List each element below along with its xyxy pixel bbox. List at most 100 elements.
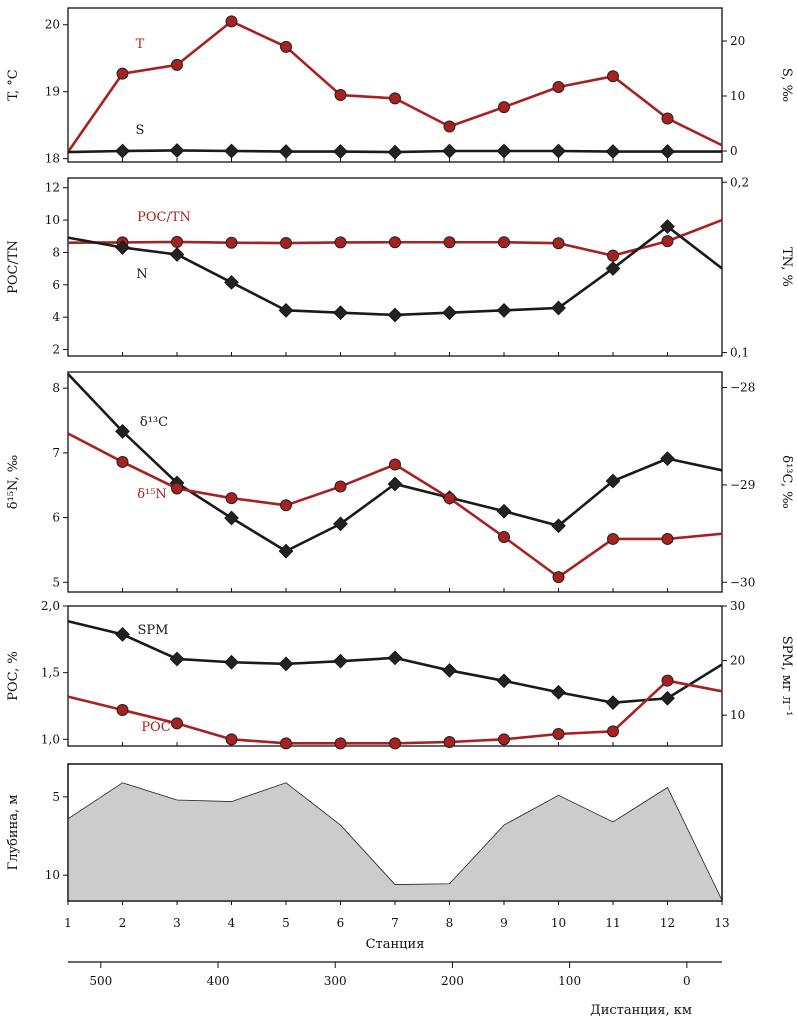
right-axis-label: SPM, мг л⁻¹ — [779, 636, 794, 717]
point-N — [551, 300, 566, 316]
series-label-SPM: SPM — [138, 623, 169, 638]
station-tick-label: 8 — [446, 916, 454, 930]
point-δ¹³C — [278, 543, 294, 559]
point-T — [443, 120, 456, 133]
station-tick-label: 13 — [714, 916, 729, 930]
station-tick-label: 12 — [660, 916, 675, 930]
panel-4: 1,0 1,5 2,0 10 20 30 POC, % SPM, мг л⁻¹ SPM POC — [6, 599, 794, 750]
point-S — [224, 143, 239, 159]
point-T — [389, 92, 401, 105]
point-SPM — [605, 695, 621, 711]
right-tick-label: 0,1 — [730, 346, 749, 360]
series-label-S: S — [136, 123, 145, 138]
right-axis-label: TN, % — [779, 247, 794, 287]
point-POC/TN — [607, 249, 619, 262]
point-N — [333, 305, 348, 321]
point-S — [115, 143, 130, 159]
left-tick-label: 8 — [52, 381, 60, 395]
point-POC/TN — [334, 236, 347, 249]
point-N — [660, 219, 675, 234]
right-tick-label: 10 — [730, 708, 745, 722]
left-tick-label: 1,0 — [41, 732, 60, 746]
station-tick-label: 9 — [500, 916, 508, 930]
point-POC/TN — [171, 235, 183, 248]
point-T — [116, 67, 129, 80]
point-S — [605, 144, 621, 159]
point-POC/TN — [443, 236, 456, 249]
left-tick-label: 10 — [45, 213, 60, 227]
point-SPM — [115, 627, 130, 642]
right-tick-label: −30 — [730, 575, 755, 589]
series-label-δ¹⁵N: δ¹⁵N — [137, 487, 167, 502]
point-N — [169, 247, 185, 262]
point-δ¹⁵N — [661, 532, 674, 545]
point-T — [607, 70, 619, 83]
point-S — [169, 143, 185, 158]
distance-tick-label: 300 — [324, 974, 347, 988]
left-axis-label: POC/TN — [6, 240, 21, 294]
left-axis-label: δ¹⁵N, ‰ — [6, 455, 21, 510]
y-tick-label: 5 — [52, 790, 60, 804]
point-δ¹⁵N — [225, 492, 238, 505]
right-tick-label: 0,2 — [730, 175, 749, 189]
point-SPM — [496, 673, 512, 689]
point-T — [334, 89, 347, 102]
distance-tick-label: 100 — [558, 974, 581, 988]
point-POC/TN — [280, 237, 292, 250]
point-N — [278, 302, 294, 318]
station-tick-label: 11 — [605, 916, 620, 930]
distance-tick-label: 500 — [89, 974, 112, 988]
point-δ¹³C — [387, 476, 403, 492]
point-SPM — [442, 663, 457, 678]
point-δ¹⁵N — [116, 455, 129, 468]
left-tick-label: 6 — [52, 511, 60, 525]
point-N — [387, 307, 403, 323]
station-tick-label: 3 — [173, 916, 181, 930]
point-POC — [389, 737, 401, 750]
left-tick-label: 12 — [45, 181, 60, 195]
right-tick-label: 0 — [730, 144, 738, 158]
point-POC — [552, 728, 565, 740]
distance-axis-label: Дистанция, км — [590, 1003, 692, 1018]
point-δ¹⁵N — [389, 458, 401, 471]
point-POC — [116, 704, 129, 716]
distance-tick-label: 0 — [683, 974, 691, 988]
point-S — [551, 143, 566, 159]
point-T — [225, 15, 238, 28]
point-δ¹⁵N — [280, 499, 292, 512]
station-tick-label: 5 — [282, 916, 290, 930]
point-SPM — [660, 690, 675, 706]
point-POC — [498, 733, 510, 746]
series-line-δ¹⁵N — [67, 432, 723, 579]
point-δ¹⁵N — [498, 531, 510, 543]
point-S — [387, 144, 403, 160]
point-T — [552, 81, 565, 94]
left-tick-label: 2 — [52, 343, 60, 357]
panel-2: 2 4 6 8 10 12 0,1 0,2 POC/TN TN, % POC/TN N — [6, 175, 794, 359]
point-S — [442, 143, 457, 159]
left-tick-label: 19 — [45, 85, 60, 99]
y-axis-label: Глубина, м — [6, 795, 21, 871]
right-tick-label: −28 — [730, 381, 755, 395]
series-line-T — [66, 20, 723, 153]
left-tick-label: 20 — [45, 18, 60, 32]
point-POC — [334, 737, 347, 750]
right-axis-label: S, ‰ — [779, 68, 794, 102]
distance-tick-label: 400 — [207, 974, 230, 988]
point-δ¹³C — [660, 451, 675, 467]
series-label-δ¹³C: δ¹³C — [140, 415, 168, 430]
point-δ¹³C — [224, 510, 239, 526]
series-label-N: N — [136, 267, 147, 282]
right-tick-label: −29 — [730, 478, 755, 492]
station-tick-label: 10 — [551, 916, 566, 930]
point-δ¹⁵N — [443, 492, 456, 505]
point-S — [278, 144, 294, 159]
point-N — [442, 305, 457, 321]
left-tick-label: 7 — [52, 446, 60, 460]
left-tick-label: 6 — [52, 278, 60, 292]
left-tick-label: 1,5 — [41, 666, 60, 680]
point-POC — [443, 736, 456, 748]
point-δ¹³C — [496, 503, 512, 519]
station-axis-label: Станция — [366, 937, 425, 952]
